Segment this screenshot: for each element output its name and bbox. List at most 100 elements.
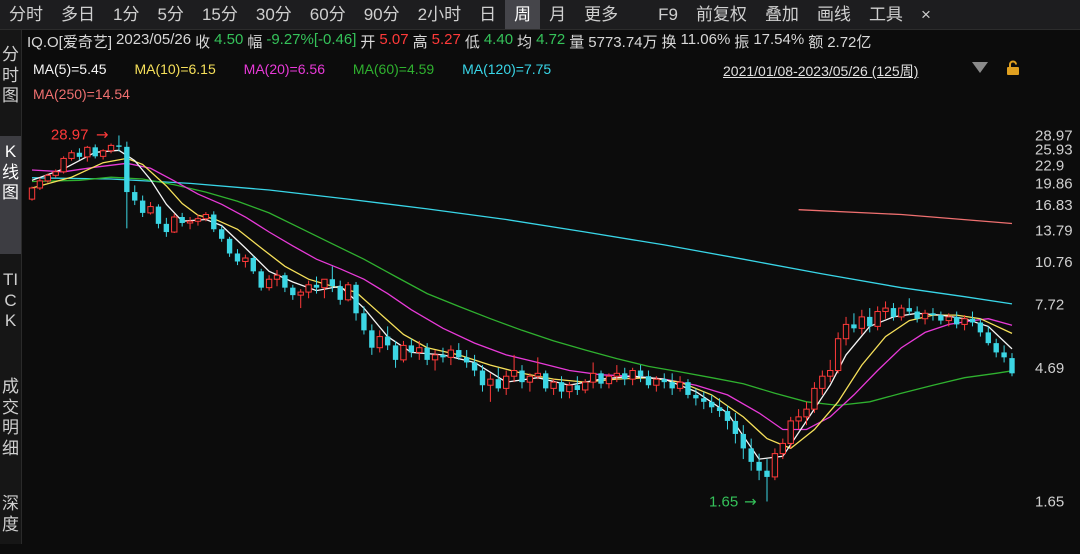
candle-body xyxy=(440,354,446,358)
candle-body xyxy=(124,146,130,193)
candle-body xyxy=(495,379,501,389)
candle-body xyxy=(803,408,810,418)
tab-12[interactable]: 更多 xyxy=(584,5,619,24)
tab-11[interactable]: 月 xyxy=(549,5,567,24)
y-tick-label: 25.93 xyxy=(1035,142,1073,159)
candle-body xyxy=(36,180,44,189)
candle-body xyxy=(60,157,67,173)
amount-label: 额 xyxy=(808,34,824,51)
view-sidebar: 分时图 K线图 TICK 成交明细深度 xyxy=(0,30,22,544)
tab-2[interactable]: 1分 xyxy=(113,5,140,24)
candle-body xyxy=(550,381,557,389)
candle-body xyxy=(503,375,510,389)
candle-body xyxy=(827,370,834,377)
y-tick-label: 1.65 xyxy=(1035,493,1064,510)
tab-0[interactable]: 分时 xyxy=(9,5,43,24)
candle-body xyxy=(921,312,929,320)
ma5-line xyxy=(31,149,1013,460)
ma-legend: MA(5)=5.45 MA(10)=6.15 MA(20)=6.56 MA(60… xyxy=(33,61,575,77)
sidebar-item-4[interactable]: 深度 xyxy=(2,494,19,534)
candle-body xyxy=(685,382,691,395)
candle-body xyxy=(676,381,684,389)
candle-body xyxy=(202,214,210,220)
candle-body xyxy=(882,307,889,313)
swing-value: 17.54% xyxy=(753,31,805,48)
tab-8[interactable]: 2小时 xyxy=(417,5,462,24)
ma120-line xyxy=(31,177,1013,305)
candle-body xyxy=(589,372,597,383)
sidebar-item-0[interactable]: 分时图 xyxy=(2,45,19,105)
candle-body xyxy=(740,433,746,449)
ma250-legend: MA(250)=14.54 xyxy=(33,86,130,102)
candle-body xyxy=(344,284,352,301)
candle-body xyxy=(787,420,794,444)
candle-body xyxy=(693,394,699,399)
tab-9[interactable]: 日 xyxy=(479,5,497,24)
candle-body xyxy=(701,398,707,402)
tab-14[interactable]: 前复权 xyxy=(695,5,747,24)
candle-body xyxy=(282,275,288,288)
candle-body xyxy=(534,372,541,377)
date-range-selector[interactable]: 2021/01/08-2023/05/26 (125周) xyxy=(723,63,919,79)
candle-body xyxy=(242,257,249,262)
candle-body xyxy=(416,347,423,353)
candle-body xyxy=(132,192,138,201)
candle-body xyxy=(756,461,762,471)
candle-body xyxy=(321,278,328,289)
y-tick-label: 7.72 xyxy=(1035,296,1064,313)
candle-body xyxy=(645,376,652,386)
candle-body xyxy=(337,286,343,300)
avg-value: 4.72 xyxy=(536,31,566,48)
candle-body xyxy=(369,330,375,348)
y-tick-label: 10.76 xyxy=(1035,254,1073,271)
sidebar-item-1[interactable]: K线图 xyxy=(0,136,21,254)
date-label: 2023/05/26 xyxy=(116,31,192,48)
kline-chart[interactable]: 28.9725.9322.919.8616.8313.7910.767.724.… xyxy=(22,30,1080,544)
candle-body xyxy=(716,407,723,412)
candle-body xyxy=(353,284,359,314)
candle-body xyxy=(329,279,336,287)
candle-body xyxy=(479,370,486,386)
quote-info-bar: IQ.O[爱奇艺] 2023/05/26 收 4.50 幅 -9.27%[-0.… xyxy=(27,31,875,53)
candle-body xyxy=(526,375,534,383)
triangle-down-icon[interactable] xyxy=(972,62,988,73)
change-value: -9.27%[-0.46] xyxy=(266,31,357,48)
sidebar-item-3[interactable]: 成交明细 xyxy=(2,377,19,458)
sidebar-item-2[interactable]: TICK xyxy=(2,270,19,330)
candle-body xyxy=(764,470,770,477)
lock-icon[interactable] xyxy=(1005,60,1021,76)
low-value: 4.40 xyxy=(483,31,514,48)
tab-7[interactable]: 90分 xyxy=(363,5,400,24)
tab-17[interactable]: 工具 xyxy=(868,5,903,24)
tab-1[interactable]: 多日 xyxy=(61,5,95,24)
tab-10[interactable]: 周 xyxy=(505,0,541,29)
candle-body xyxy=(574,385,581,390)
candle-body xyxy=(708,401,715,408)
tab-16[interactable]: 画线 xyxy=(816,5,851,24)
low-arrow-icon: → xyxy=(744,492,757,510)
tab-separator xyxy=(627,0,649,29)
candle-body xyxy=(732,420,739,434)
candle-body xyxy=(582,381,589,391)
candle-body xyxy=(116,145,122,147)
candle-body xyxy=(408,345,415,353)
candle-body xyxy=(218,229,225,239)
y-tick-label: 22.9 xyxy=(1035,157,1064,174)
open-label: 开 xyxy=(360,34,376,51)
candle-body xyxy=(171,216,178,233)
tab-6[interactable]: 60分 xyxy=(309,5,346,24)
candle-body xyxy=(771,453,779,478)
tab-3[interactable]: 5分 xyxy=(157,5,184,24)
candle-body xyxy=(598,373,604,384)
candle-body xyxy=(273,274,281,280)
tab-15[interactable]: 叠加 xyxy=(764,5,799,24)
tab-5[interactable]: 30分 xyxy=(255,5,292,24)
tab-4[interactable]: 15分 xyxy=(201,5,238,24)
candle-body xyxy=(637,370,644,377)
candle-body xyxy=(313,284,320,288)
candle-body xyxy=(179,217,185,223)
amp-label: 幅 xyxy=(247,34,263,51)
candle-body xyxy=(290,287,296,296)
tab-13[interactable]: F9 xyxy=(658,5,678,24)
tab-18[interactable]: × xyxy=(920,5,931,24)
